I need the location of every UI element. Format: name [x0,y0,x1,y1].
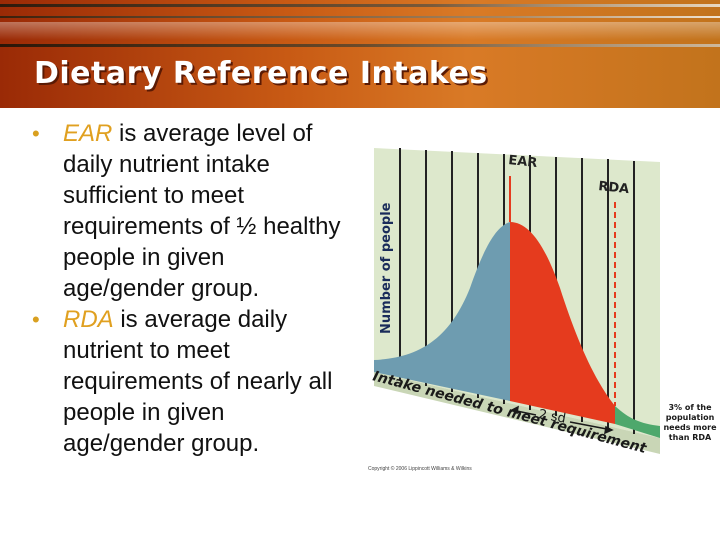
note-line: needs more [663,423,717,432]
term-rda: RDA [63,306,114,333]
banner-stripe [0,4,720,7]
rda-note: 3% of the population needs more than RDA [663,403,717,442]
sd-label: 2 sd [537,407,567,427]
note-line: 3% of the [668,403,712,412]
sd-arrow [510,405,614,435]
banner-gloss [0,22,720,40]
note-line: than RDA [669,433,712,442]
slide-title: Dietary Reference Intakes [34,56,488,91]
note-line: population [666,413,715,422]
bullet-ear: • EAR is average level of daily nutrient … [30,118,350,304]
bullet-dot: • [32,307,40,332]
figure-copyright: Copyright © 2006 Lippincott Williams & W… [368,466,472,472]
bullet-dot: • [32,121,40,146]
area-below-ear [374,222,510,401]
bullet-rda: • RDA is average daily nutrient to meet r… [30,304,350,459]
title-banner: Dietary Reference Intakes [0,0,720,108]
area-above-rda [615,406,660,438]
bullet-list: • EAR is average level of daily nutrient … [30,118,350,459]
banner-stripe [0,44,720,47]
bullet-text: is average level of daily nutrient intak… [63,120,341,302]
banner-stripe [0,16,720,18]
distribution-figure: EAR RDA Number of people Intake needed t… [371,148,717,457]
ear-label: EAR [508,153,538,171]
bullet-text: is average daily nutrient to meet requir… [63,306,333,457]
term-ear: EAR [63,120,113,147]
area-ear-to-rda [510,222,615,424]
y-axis-label: Number of people [379,202,394,334]
rda-label: RDA [598,179,630,197]
